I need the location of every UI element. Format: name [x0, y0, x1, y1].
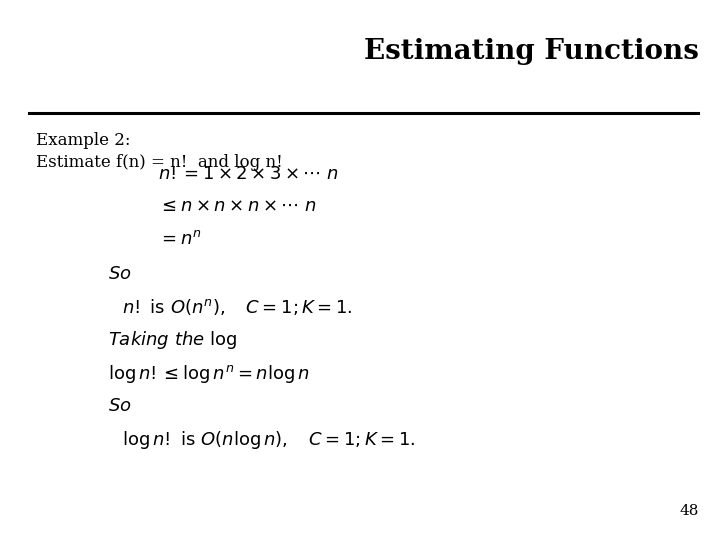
Text: 48: 48 [679, 504, 698, 518]
Text: $So$: $So$ [108, 397, 132, 415]
Text: $\mathit{Taking\ the}\ \mathrm{log}$: $\mathit{Taking\ the}\ \mathrm{log}$ [108, 329, 238, 352]
Text: Estimate f(n) = n!  and log n!: Estimate f(n) = n! and log n! [36, 154, 283, 171]
Text: Example 2:: Example 2: [36, 132, 130, 149]
Text: $n! = 1 \times 2 \times 3 \times \cdots\ n$: $n! = 1 \times 2 \times 3 \times \cdots\… [158, 165, 339, 183]
Text: $\log n!\ \mathrm{is}\ O(n\log n),\quad C=1; K=1.$: $\log n!\ \mathrm{is}\ O(n\log n),\quad … [122, 429, 416, 451]
Text: $\leq n \times n \times n \times \cdots\ n$: $\leq n \times n \times n \times \cdots\… [158, 197, 317, 215]
Text: Estimating Functions: Estimating Functions [364, 38, 698, 65]
Text: $So$: $So$ [108, 265, 132, 282]
Text: $\log n! \leq \log n^n = n\log n$: $\log n! \leq \log n^n = n\log n$ [108, 363, 310, 385]
Text: $= n^n$: $= n^n$ [158, 230, 202, 247]
Text: $n!\ \mathrm{is}\ O(n^n),\quad C=1; K=1.$: $n!\ \mathrm{is}\ O(n^n),\quad C=1; K=1.… [122, 297, 353, 317]
